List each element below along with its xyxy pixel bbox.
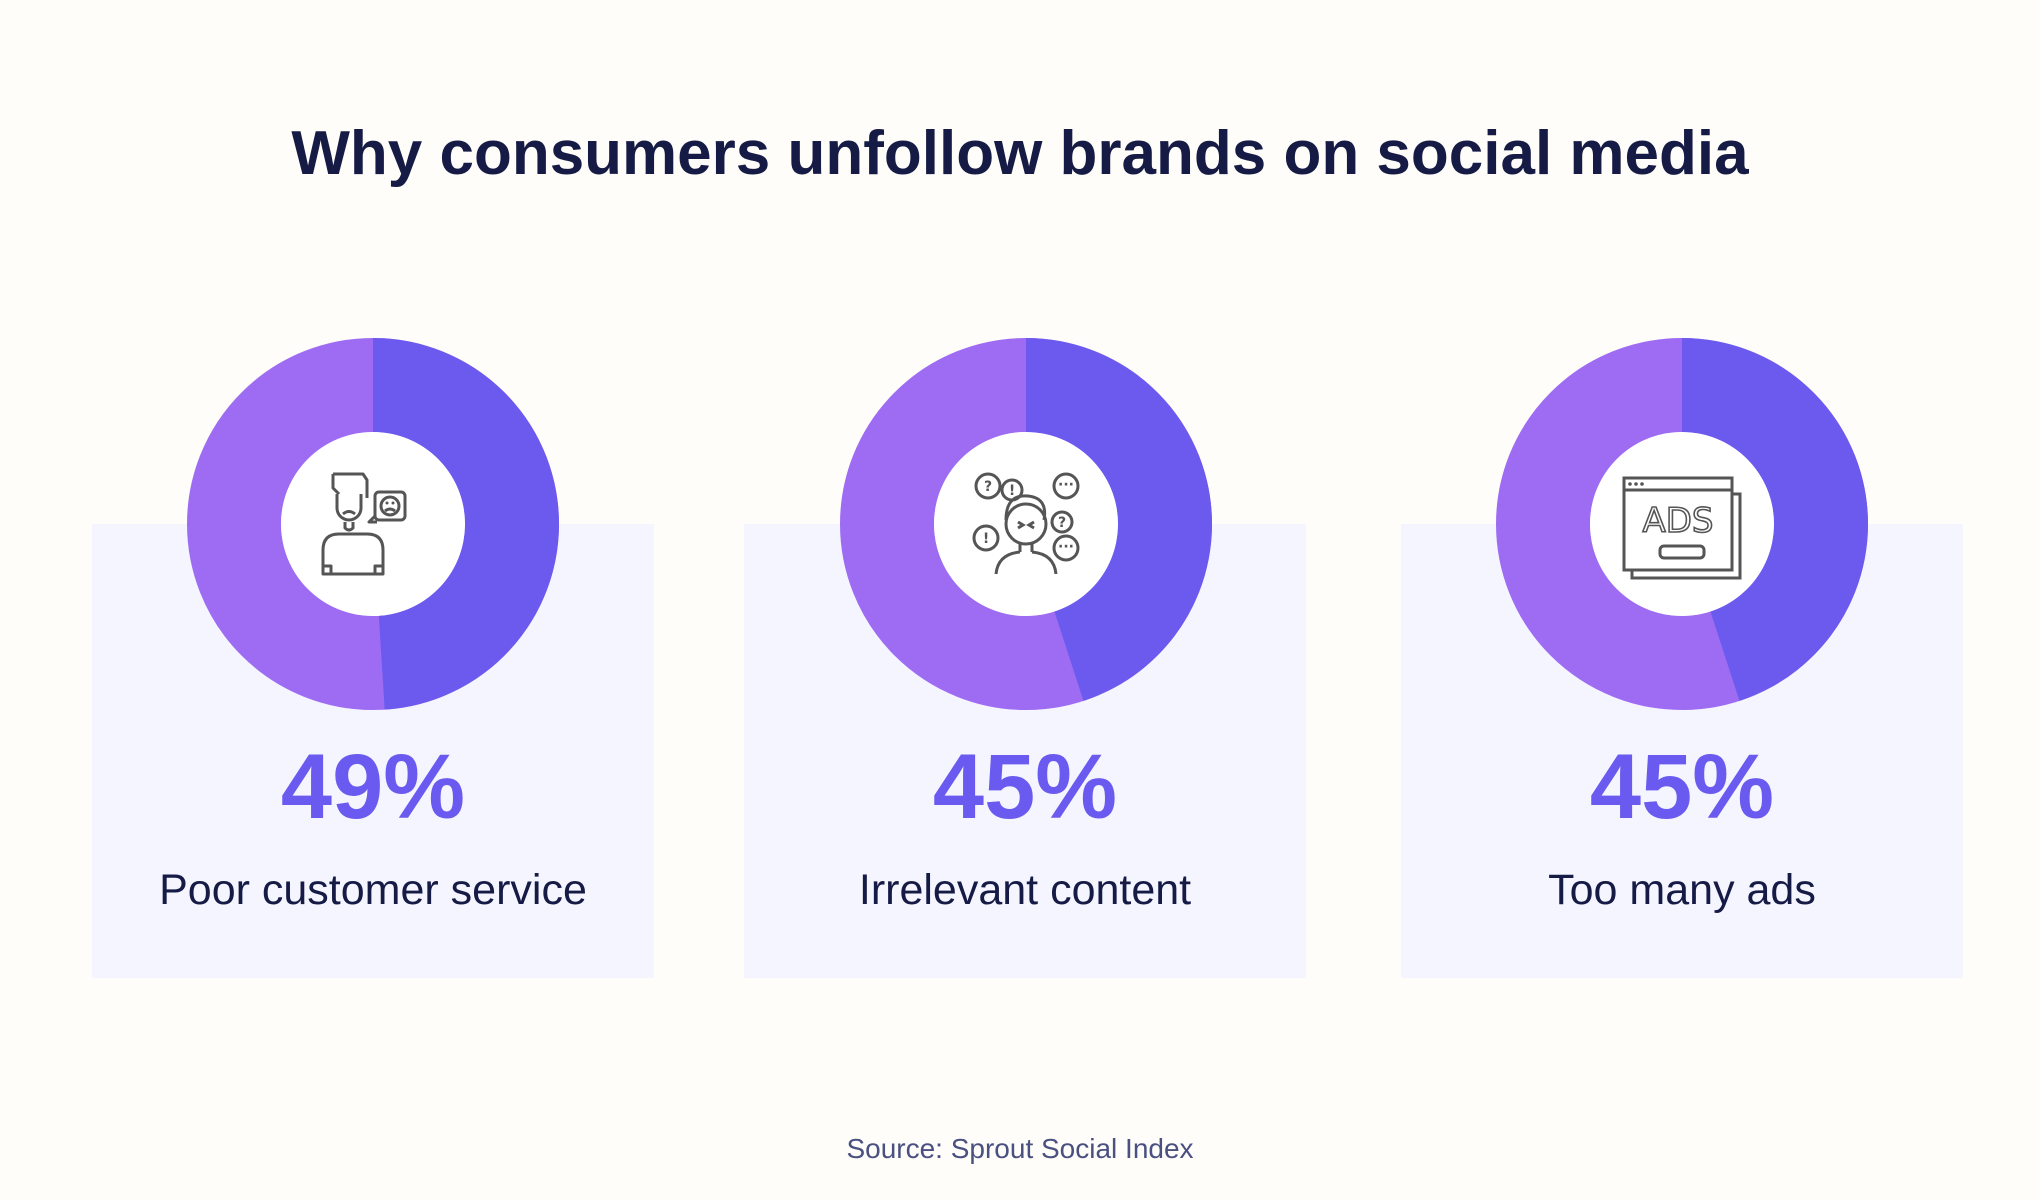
category-label-3: Too many ads bbox=[1548, 866, 1816, 914]
percent-label-3: 45% bbox=[1589, 736, 1775, 838]
svg-text:···: ··· bbox=[1058, 477, 1074, 493]
svg-text:ADS: ADS bbox=[1642, 501, 1713, 541]
donut-value-segment bbox=[1682, 338, 1868, 701]
donut-chart-3: ADS bbox=[1496, 338, 1868, 710]
donut-chart-2: ? !!? ··· ··· bbox=[840, 338, 1212, 710]
confused-person-icon: ? !!? ··· ··· bbox=[972, 472, 1080, 575]
chart-title: Why consumers unfollow brands on social … bbox=[291, 119, 1749, 188]
donut-hole bbox=[934, 432, 1118, 616]
svg-text:!: ! bbox=[1009, 483, 1015, 499]
svg-text:···: ··· bbox=[1058, 539, 1074, 555]
donut-value-segment bbox=[1026, 338, 1212, 701]
ads-window-icon: ADS bbox=[1622, 476, 1742, 580]
donut-value-segment bbox=[373, 338, 559, 710]
svg-text:?: ? bbox=[1058, 515, 1066, 531]
source-note: Source: Sprout Social Index bbox=[846, 1133, 1194, 1164]
svg-text:?: ? bbox=[984, 479, 992, 495]
svg-text:!: ! bbox=[983, 531, 989, 547]
percent-label-2: 45% bbox=[932, 736, 1118, 838]
frustrated-person-icon bbox=[321, 472, 407, 576]
category-label-1: Poor customer service bbox=[159, 866, 587, 914]
percent-label-1: 49% bbox=[280, 736, 466, 838]
donut-chart-1 bbox=[187, 338, 559, 710]
donut-hole bbox=[281, 432, 465, 616]
category-label-2: Irrelevant content bbox=[858, 866, 1192, 914]
